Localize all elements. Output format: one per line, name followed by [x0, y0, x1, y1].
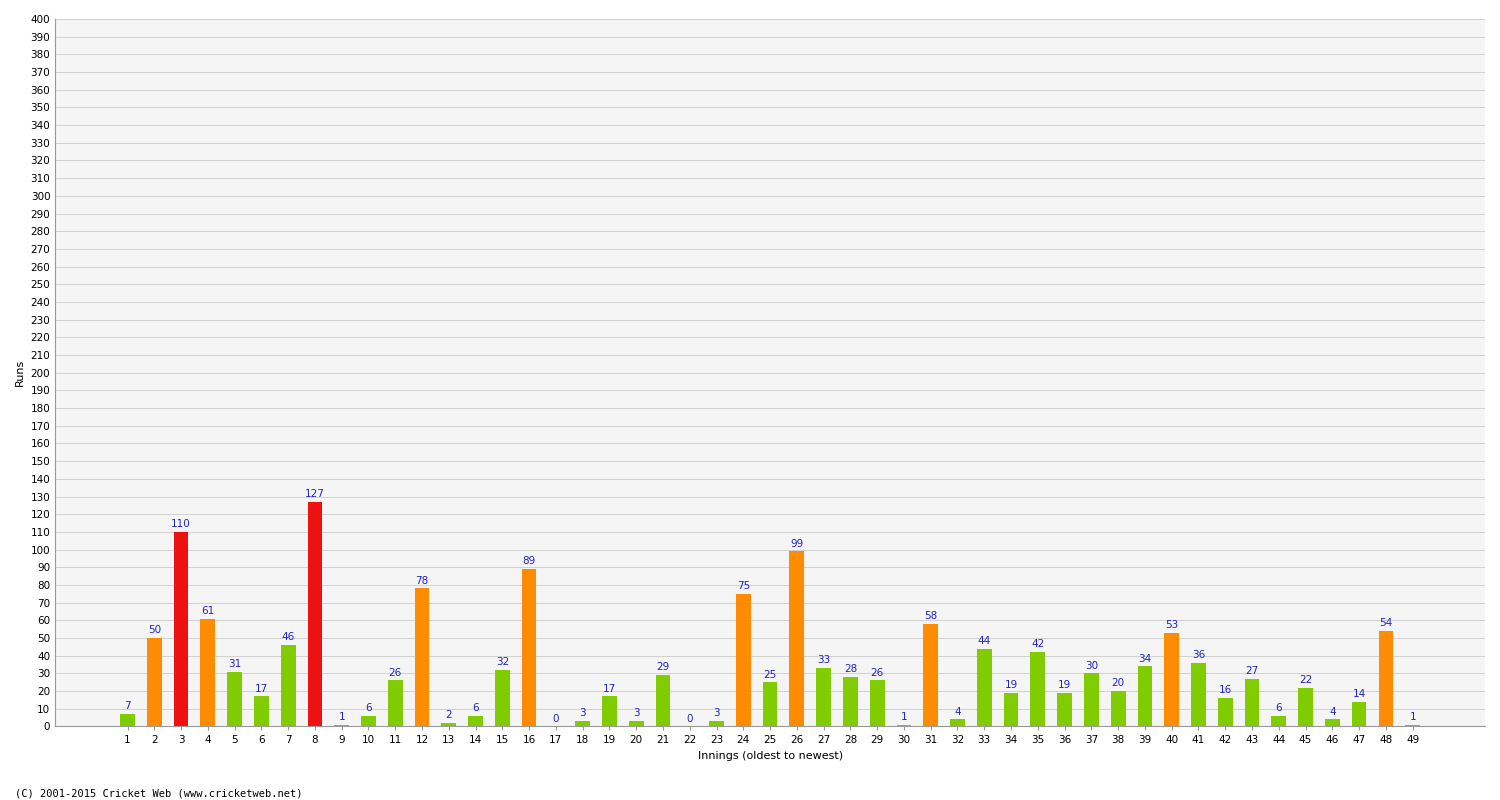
Bar [736, 594, 750, 726]
Bar [870, 681, 885, 726]
Bar [414, 589, 429, 726]
Text: 0: 0 [552, 714, 560, 724]
Text: 36: 36 [1192, 650, 1204, 660]
Text: 3: 3 [712, 709, 720, 718]
Bar [441, 723, 456, 726]
Bar [1004, 693, 1019, 726]
Text: 127: 127 [304, 489, 326, 499]
Bar [334, 725, 350, 726]
Bar [602, 696, 616, 726]
Text: 6: 6 [1275, 703, 1282, 713]
Text: 78: 78 [416, 576, 429, 586]
Text: 110: 110 [171, 519, 190, 530]
Text: 75: 75 [736, 581, 750, 591]
Text: 17: 17 [603, 684, 616, 694]
Text: 54: 54 [1378, 618, 1392, 628]
Text: (C) 2001-2015 Cricket Web (www.cricketweb.net): (C) 2001-2015 Cricket Web (www.cricketwe… [15, 788, 303, 798]
Text: 31: 31 [228, 659, 242, 669]
Bar [1164, 633, 1179, 726]
Text: 29: 29 [657, 662, 669, 673]
Text: 19: 19 [1005, 680, 1017, 690]
Bar [468, 716, 483, 726]
Text: 33: 33 [818, 655, 831, 666]
Text: 99: 99 [790, 538, 804, 549]
Text: 1: 1 [339, 712, 345, 722]
Bar [950, 719, 964, 726]
Text: 7: 7 [124, 702, 130, 711]
Bar [897, 725, 912, 726]
Text: 27: 27 [1245, 666, 1258, 676]
Text: 19: 19 [1058, 680, 1071, 690]
Bar [1272, 716, 1286, 726]
Bar [1058, 693, 1072, 726]
Bar [362, 716, 376, 726]
X-axis label: Innings (oldest to newest): Innings (oldest to newest) [698, 751, 843, 761]
Bar [843, 677, 858, 726]
Text: 16: 16 [1218, 686, 1231, 695]
Bar [976, 649, 992, 726]
Text: 4: 4 [1329, 706, 1335, 717]
Text: 26: 26 [870, 668, 883, 678]
Bar [1084, 674, 1098, 726]
Bar [924, 624, 938, 726]
Bar [120, 714, 135, 726]
Bar [1378, 631, 1394, 726]
Bar [789, 551, 804, 726]
Text: 4: 4 [954, 706, 962, 717]
Text: 3: 3 [633, 709, 639, 718]
Text: 26: 26 [388, 668, 402, 678]
Text: 17: 17 [255, 684, 268, 694]
Bar [1324, 719, 1340, 726]
Bar [1030, 652, 1045, 726]
Bar [576, 721, 590, 726]
Text: 58: 58 [924, 611, 938, 621]
Bar [656, 675, 670, 726]
Bar [816, 668, 831, 726]
Text: 20: 20 [1112, 678, 1125, 688]
Text: 46: 46 [282, 633, 296, 642]
Text: 34: 34 [1138, 654, 1152, 664]
Bar [388, 681, 402, 726]
Text: 25: 25 [764, 670, 777, 679]
Bar [1137, 666, 1152, 726]
Bar [254, 696, 268, 726]
Text: 22: 22 [1299, 675, 1312, 685]
Bar [201, 618, 214, 726]
Text: 32: 32 [495, 657, 508, 667]
Text: 30: 30 [1084, 661, 1098, 670]
Text: 61: 61 [201, 606, 214, 616]
Bar [1112, 691, 1125, 726]
Text: 42: 42 [1030, 639, 1044, 650]
Bar [228, 671, 242, 726]
Bar [1218, 698, 1233, 726]
Bar [1352, 702, 1366, 726]
Bar [628, 721, 644, 726]
Text: 1: 1 [1410, 712, 1416, 722]
Bar [308, 502, 322, 726]
Bar [522, 569, 537, 726]
Text: 50: 50 [147, 626, 160, 635]
Text: 53: 53 [1166, 620, 1179, 630]
Bar [1406, 725, 1420, 726]
Text: 0: 0 [687, 714, 693, 724]
Bar [174, 532, 189, 726]
Bar [762, 682, 777, 726]
Text: 44: 44 [978, 636, 992, 646]
Text: 28: 28 [844, 664, 856, 674]
Text: 14: 14 [1353, 689, 1365, 699]
Bar [495, 670, 510, 726]
Bar [1245, 678, 1260, 726]
Bar [1191, 662, 1206, 726]
Bar [1298, 687, 1312, 726]
Text: 1: 1 [900, 712, 908, 722]
Y-axis label: Runs: Runs [15, 359, 26, 386]
Text: 6: 6 [472, 703, 478, 713]
Text: 3: 3 [579, 709, 586, 718]
Text: 89: 89 [522, 556, 536, 566]
Text: 2: 2 [446, 710, 452, 720]
Text: 6: 6 [364, 703, 372, 713]
Bar [710, 721, 724, 726]
Bar [147, 638, 162, 726]
Bar [280, 645, 296, 726]
